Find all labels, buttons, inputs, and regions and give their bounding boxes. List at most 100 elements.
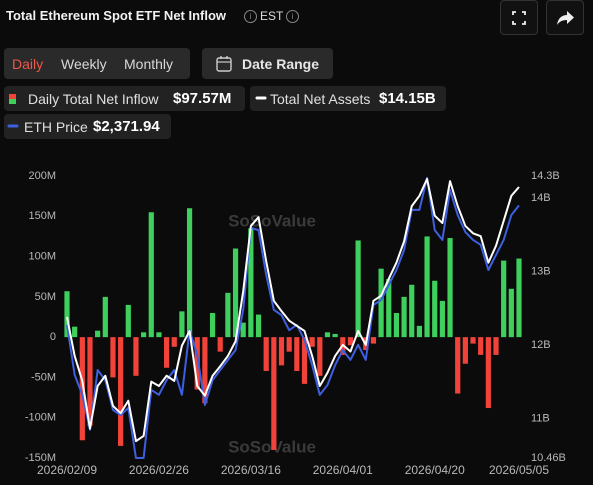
bar <box>478 337 484 355</box>
bar <box>72 326 78 338</box>
bar <box>378 268 384 338</box>
legend-name: Daily Total Net Inflow <box>28 91 159 107</box>
y-tick-label: 50M <box>35 291 56 303</box>
bar <box>447 238 453 338</box>
bar <box>455 337 461 394</box>
bar <box>393 312 400 338</box>
legend-marker <box>9 94 16 104</box>
bar <box>409 284 415 338</box>
bar <box>324 332 331 338</box>
line <box>66 176 520 459</box>
tab[interactable]: Weekly <box>61 56 107 72</box>
y-tick-label: 100M <box>28 250 56 262</box>
y2-tick-label: 14B <box>531 192 551 204</box>
x-tick-label: 2026/02/09 <box>37 463 97 477</box>
bar <box>347 337 354 346</box>
bar <box>95 330 101 338</box>
legend-item[interactable]: Total Net Assets $14.15B <box>250 86 446 111</box>
bar <box>462 337 468 364</box>
bar <box>202 337 208 404</box>
share-icon <box>557 11 574 25</box>
bar <box>179 311 185 338</box>
bar <box>79 337 85 441</box>
bar <box>294 337 300 371</box>
legend-value: $2,371.94 <box>93 118 160 135</box>
legend-name: Total Net Assets <box>270 91 371 107</box>
bar <box>263 337 269 371</box>
bar <box>386 279 392 338</box>
date-range-label: Date Range <box>242 56 320 72</box>
x-tick-label: 2026/04/01 <box>313 463 373 477</box>
bar <box>118 337 124 446</box>
y2-tick-label: 10.46B <box>531 452 566 464</box>
y-tick-label: -100M <box>25 412 56 424</box>
y-tick-label: -50M <box>31 371 56 383</box>
info-icon[interactable]: i <box>244 10 257 23</box>
bar <box>370 337 377 344</box>
bar <box>248 228 254 338</box>
calendar-icon <box>216 56 232 72</box>
bar <box>110 337 116 378</box>
bar <box>516 258 522 338</box>
bar <box>186 208 193 338</box>
bar <box>163 337 170 368</box>
bar <box>209 312 216 338</box>
bar <box>439 300 445 338</box>
period-tabs: Daily Weekly Monthly <box>4 48 190 79</box>
bar <box>501 260 507 338</box>
date-range-button[interactable]: Date Range <box>202 48 333 79</box>
tab[interactable]: Monthly <box>124 56 174 72</box>
legend-value: $14.15B <box>379 90 436 107</box>
bar <box>194 337 200 390</box>
bar <box>424 236 430 338</box>
tab[interactable]: Daily <box>12 56 44 72</box>
bar <box>309 337 315 347</box>
bar <box>286 337 292 352</box>
y2-tick-label: 14.3B <box>531 170 560 182</box>
info-icon[interactable]: i <box>286 10 299 23</box>
y2-tick-label: 12B <box>531 339 551 351</box>
fullscreen-button[interactable] <box>500 0 538 35</box>
bar <box>87 337 93 426</box>
fullscreen-icon <box>512 11 526 25</box>
bar <box>470 337 476 344</box>
x-tick-label: 2026/05/05 <box>489 463 549 477</box>
x-tick-label: 2026/04/20 <box>405 463 465 477</box>
bar <box>508 288 514 338</box>
bar <box>401 296 407 338</box>
bar <box>133 337 139 376</box>
y2-tick-label: 11B <box>531 412 550 424</box>
bar <box>317 337 323 376</box>
bar <box>64 291 70 338</box>
bar <box>240 322 246 338</box>
bar <box>493 337 499 355</box>
bar <box>125 304 131 338</box>
y-tick-label: 0 <box>50 331 56 343</box>
bar <box>156 332 162 338</box>
bar <box>225 292 231 338</box>
bar <box>255 314 262 338</box>
share-button[interactable] <box>546 0 584 35</box>
bar <box>141 332 147 338</box>
bar <box>232 248 239 338</box>
bar <box>432 280 438 338</box>
watermark: SoSoValue <box>228 211 316 230</box>
page-title: Total Ethereum Spot ETF Net Inflow <box>6 8 227 23</box>
bar <box>332 333 338 338</box>
bar <box>171 337 177 347</box>
legend-item[interactable]: Daily Total Net Inflow $97.57M <box>4 86 245 111</box>
x-tick-label: 2026/03/16 <box>221 463 281 477</box>
bar <box>355 240 361 338</box>
bar <box>271 337 277 450</box>
legend-marker <box>255 96 267 100</box>
bar <box>485 337 491 409</box>
line <box>66 177 520 443</box>
bar <box>301 337 308 384</box>
timezone: EST <box>260 9 284 23</box>
y-tick-label: 200M <box>28 170 56 182</box>
bar <box>278 337 285 366</box>
legend-item[interactable]: ETH Price $2,371.94 <box>4 114 171 139</box>
y-tick-label: -150M <box>25 452 56 464</box>
x-tick-label: 2026/02/26 <box>129 463 189 477</box>
